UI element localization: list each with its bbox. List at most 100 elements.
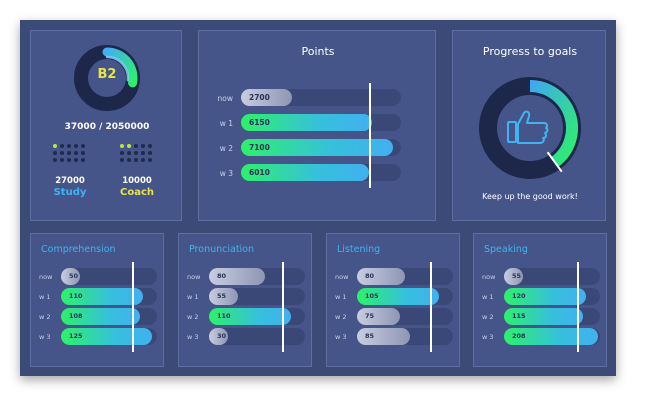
level-card: B2 37000 / 2050000 27000 Study 10000 Coa…: [30, 30, 182, 221]
coach-dot: [120, 144, 124, 148]
bar-row: w 1 6150: [199, 114, 435, 132]
coach-dot: [141, 144, 145, 148]
bar-row: w 1 110: [31, 288, 163, 306]
bar-track: 110: [209, 308, 305, 325]
coach-label: Coach: [119, 187, 154, 198]
bar-fill: 120: [504, 288, 586, 305]
bar-fill: 2700: [241, 89, 292, 106]
bar-track: 85: [357, 328, 453, 345]
bar-fill: 55: [504, 268, 523, 285]
study-label: Study: [53, 187, 87, 198]
bar-row-label: w 3: [482, 333, 494, 341]
coach-dot: [134, 158, 138, 162]
level-badge: B2: [97, 67, 117, 82]
bar-track: 80: [357, 268, 453, 285]
bar-fill: 85: [357, 328, 410, 345]
bar-row-label: now: [39, 273, 53, 281]
bar-fill: 108: [61, 308, 140, 325]
study-dots: [53, 144, 85, 162]
goal-line: [369, 83, 371, 188]
bar-row: now 2700: [199, 89, 435, 107]
progress-end-marker: [546, 151, 563, 173]
bar-value: 6150: [249, 118, 270, 127]
bar-row-label: now: [482, 273, 496, 281]
bar-fill: 208: [504, 328, 598, 345]
skill-card-comprehension: Comprehension now 50 w 1 110 w 2 108 w 3 125: [30, 233, 164, 367]
bar-row-label: now: [335, 273, 349, 281]
bar-value: 75: [365, 312, 375, 320]
study-dot: [67, 158, 71, 162]
bar-track: 6010: [241, 164, 401, 181]
bar-fill: 6010: [241, 164, 369, 181]
bar-fill: 110: [209, 308, 291, 325]
bar-track: 6150: [241, 114, 401, 131]
bar-track: 55: [209, 288, 305, 305]
study-dot: [60, 158, 64, 162]
skill-card-pronunciation: Pronunciation now 80 w 1 55 w 2 110 w 3 30: [178, 233, 312, 367]
bar-fill: 115: [504, 308, 583, 325]
study-dot: [81, 151, 85, 155]
coach-value: 10000: [122, 176, 152, 186]
coach-dot: [141, 151, 145, 155]
coach-dot: [148, 158, 152, 162]
goal-line: [282, 262, 284, 352]
study-dot: [81, 158, 85, 162]
bar-row-label: w 3: [39, 333, 51, 341]
bar-row-label: w 2: [482, 313, 494, 321]
bar-track: 115: [504, 308, 600, 325]
bar-value: 30: [217, 332, 227, 340]
level-progress-arc-inner: [105, 55, 130, 82]
bar-row: w 2 75: [327, 308, 459, 326]
coach-dot: [120, 151, 124, 155]
bar-fill: 110: [61, 288, 143, 305]
points-title: Points: [301, 45, 335, 58]
bar-row: now 80: [179, 268, 311, 286]
bar-row-label: w 1: [219, 119, 233, 128]
skill-card-title: Listening: [337, 244, 381, 255]
bar-row-label: w 1: [39, 293, 51, 301]
level-progress-arc: [102, 47, 138, 88]
bar-row: w 3 6010: [199, 164, 435, 182]
bar-row-label: w 3: [187, 333, 199, 341]
bar-row: w 2 108: [31, 308, 163, 326]
bar-value: 80: [365, 272, 375, 280]
bar-track: 80: [209, 268, 305, 285]
bar-value: 110: [217, 312, 231, 320]
coach-dot: [120, 158, 124, 162]
goal-line: [132, 262, 134, 352]
progress-message: Keep up the good work!: [482, 192, 578, 201]
progress-ring: [479, 77, 581, 179]
bar-row: w 2 110: [179, 308, 311, 326]
progress-title: Progress to goals: [482, 45, 578, 58]
bar-fill: 7100: [241, 139, 393, 156]
bar-track: 110: [61, 288, 157, 305]
bar-track: 55: [504, 268, 600, 285]
study-dot: [53, 158, 57, 162]
bar-value: 2700: [249, 93, 270, 102]
bar-track: 50: [61, 268, 157, 285]
bar-value: 115: [512, 312, 526, 320]
bar-value: 7100: [249, 143, 270, 152]
bar-row: w 3 30: [179, 328, 311, 346]
bar-row-label: now: [217, 94, 233, 103]
skill-card-title: Pronunciation: [189, 244, 255, 255]
bar-fill: 125: [61, 328, 152, 345]
bar-row: w 2 7100: [199, 139, 435, 157]
bar-value: 80: [217, 272, 227, 280]
bar-value: 50: [69, 272, 79, 280]
bar-row: w 1 120: [474, 288, 606, 306]
bar-value: 55: [512, 272, 522, 280]
bar-row: w 3 125: [31, 328, 163, 346]
bar-row: now 50: [31, 268, 163, 286]
study-dot: [60, 151, 64, 155]
bar-row-label: w 2: [187, 313, 199, 321]
bar-row-label: w 2: [219, 144, 233, 153]
bar-track: 125: [61, 328, 157, 345]
bar-track: 208: [504, 328, 600, 345]
coach-dot: [148, 151, 152, 155]
bar-row-label: w 1: [482, 293, 494, 301]
coach-dot: [141, 158, 145, 162]
bar-value: 110: [69, 292, 83, 300]
bar-row-label: w 3: [219, 169, 233, 178]
bar-value: 208: [512, 332, 526, 340]
